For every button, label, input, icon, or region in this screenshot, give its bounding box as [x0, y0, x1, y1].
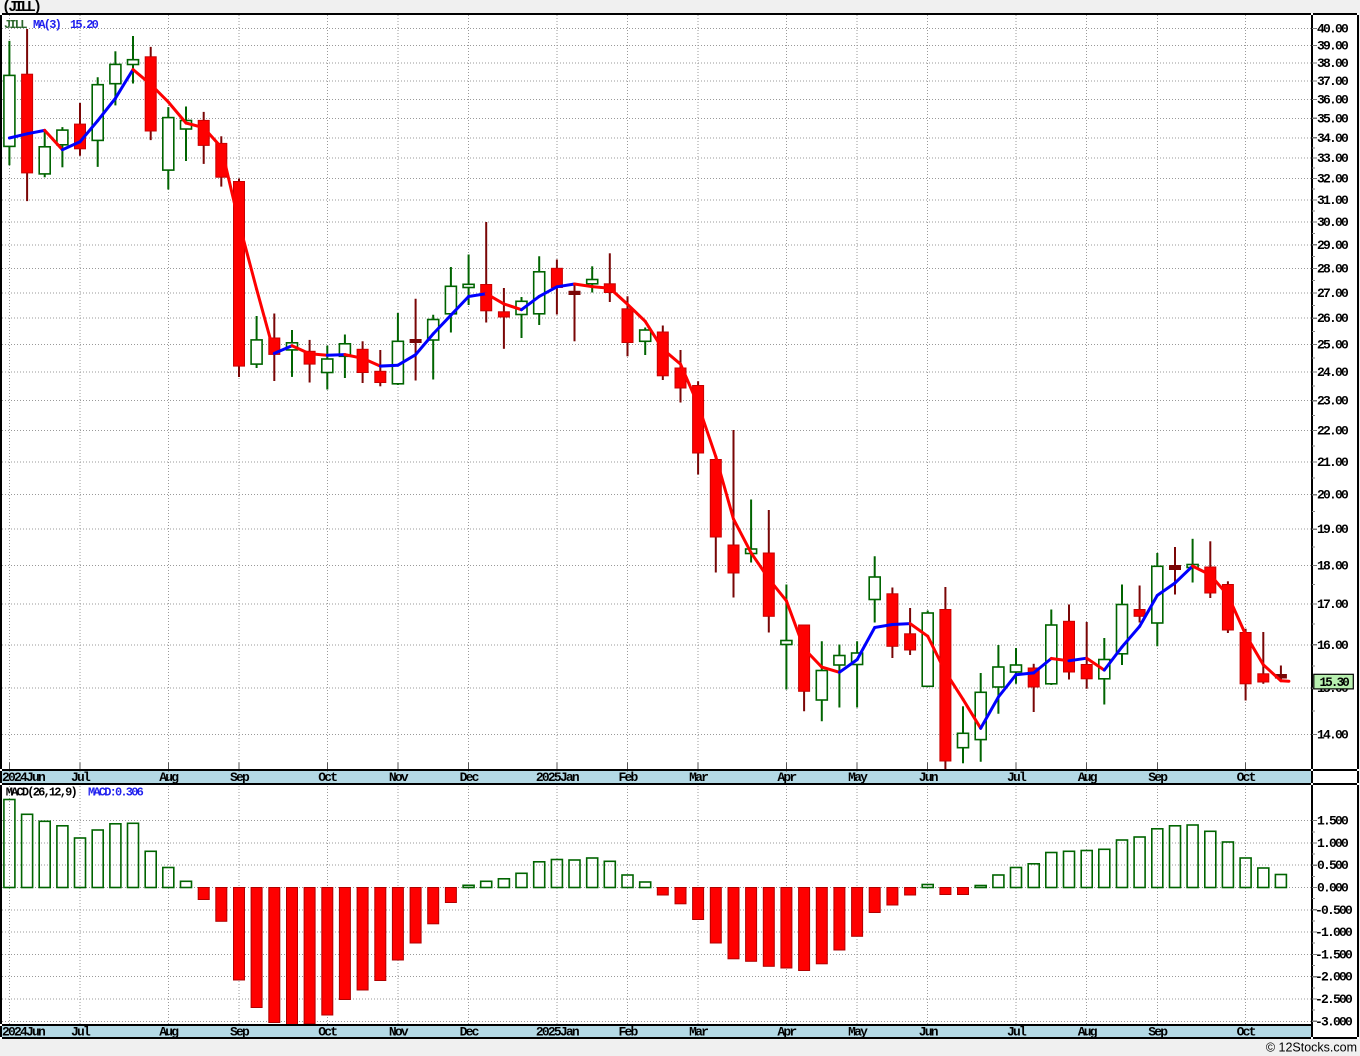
svg-text:2024Jun: 2024Jun — [2, 1025, 46, 1040]
svg-text:22.00: 22.00 — [1317, 424, 1349, 439]
svg-text:Dec: Dec — [460, 770, 480, 785]
svg-text:Jul: Jul — [1007, 770, 1027, 785]
svg-text:-1.500: -1.500 — [1315, 947, 1353, 962]
svg-text:28.00: 28.00 — [1317, 261, 1349, 276]
svg-text:MACD:0.306: MACD:0.306 — [88, 786, 144, 800]
svg-text:1.500: 1.500 — [1317, 814, 1349, 829]
svg-text:Feb: Feb — [618, 1025, 638, 1040]
svg-text:2025Jan: 2025Jan — [536, 770, 580, 785]
svg-text:2024Jun: 2024Jun — [2, 770, 46, 785]
svg-text:29.00: 29.00 — [1317, 238, 1349, 253]
svg-text:26.00: 26.00 — [1317, 311, 1349, 326]
svg-text:Aug: Aug — [159, 770, 179, 785]
svg-text:18.00: 18.00 — [1317, 559, 1349, 574]
svg-text:Sep: Sep — [1148, 770, 1168, 785]
svg-text:40.00: 40.00 — [1317, 22, 1349, 37]
svg-text:Sep: Sep — [1148, 1025, 1168, 1040]
svg-text:-2.000: -2.000 — [1315, 970, 1353, 985]
svg-text:JILL: JILL — [4, 18, 27, 32]
svg-text:Apr: Apr — [777, 1025, 796, 1040]
svg-text:MA(3): MA(3) — [33, 18, 61, 32]
svg-text:Nov: Nov — [389, 1025, 409, 1040]
svg-text:16.00: 16.00 — [1317, 638, 1349, 653]
svg-text:Jun: Jun — [919, 770, 939, 785]
svg-text:Aug: Aug — [1078, 1025, 1098, 1040]
svg-text:-0.500: -0.500 — [1315, 903, 1353, 918]
svg-text:34.00: 34.00 — [1317, 131, 1349, 146]
svg-text:Sep: Sep — [230, 770, 250, 785]
svg-text:1.000: 1.000 — [1317, 836, 1349, 851]
svg-text:30.00: 30.00 — [1317, 215, 1349, 230]
svg-text:Oct: Oct — [318, 1025, 337, 1040]
svg-text:35.00: 35.00 — [1317, 111, 1349, 126]
svg-text:Oct: Oct — [1237, 770, 1256, 785]
svg-text:Mar: Mar — [689, 1025, 708, 1040]
svg-text:-1.000: -1.000 — [1315, 925, 1353, 940]
svg-text:Apr: Apr — [777, 770, 796, 785]
svg-text:2025Jan: 2025Jan — [536, 1025, 580, 1040]
svg-text:(JILL): (JILL) — [2, 0, 40, 16]
svg-text:17.00: 17.00 — [1317, 597, 1349, 612]
svg-text:Mar: Mar — [689, 770, 708, 785]
svg-text:-3.000: -3.000 — [1315, 1014, 1353, 1029]
svg-text:37.00: 37.00 — [1317, 74, 1349, 89]
svg-text:Aug: Aug — [159, 1025, 179, 1040]
svg-text:39.00: 39.00 — [1317, 39, 1349, 54]
svg-text:-2.500: -2.500 — [1315, 992, 1353, 1007]
svg-text:Oct: Oct — [1237, 1025, 1256, 1040]
svg-text:0.500: 0.500 — [1317, 858, 1349, 873]
svg-text:Dec: Dec — [460, 1025, 480, 1040]
svg-text:Feb: Feb — [618, 770, 638, 785]
svg-text:23.00: 23.00 — [1317, 394, 1349, 409]
svg-text:May: May — [848, 770, 868, 785]
svg-text:Jul: Jul — [71, 1025, 91, 1040]
svg-text:14.00: 14.00 — [1317, 728, 1349, 743]
svg-text:24.00: 24.00 — [1317, 365, 1349, 380]
svg-text:May: May — [848, 1025, 868, 1040]
svg-text:19.00: 19.00 — [1317, 522, 1349, 537]
svg-text:15.30: 15.30 — [1320, 676, 1350, 690]
svg-text:38.00: 38.00 — [1317, 56, 1349, 71]
svg-text:Oct: Oct — [318, 770, 337, 785]
svg-text:© 12Stocks.com: © 12Stocks.com — [1266, 1041, 1357, 1055]
svg-text:21.00: 21.00 — [1317, 455, 1349, 470]
svg-text:Aug: Aug — [1078, 770, 1098, 785]
svg-text:0.000: 0.000 — [1317, 881, 1349, 896]
svg-text:33.00: 33.00 — [1317, 151, 1349, 166]
svg-text:31.00: 31.00 — [1317, 193, 1349, 208]
svg-text:20.00: 20.00 — [1317, 488, 1349, 503]
svg-text:Nov: Nov — [389, 770, 409, 785]
svg-text:36.00: 36.00 — [1317, 92, 1349, 107]
svg-text:15.20: 15.20 — [70, 18, 99, 32]
svg-text:Jul: Jul — [1007, 1025, 1027, 1040]
svg-text:MACD(26,12,9): MACD(26,12,9) — [6, 786, 77, 800]
svg-text:25.00: 25.00 — [1317, 338, 1349, 353]
svg-text:32.00: 32.00 — [1317, 172, 1349, 187]
svg-text:27.00: 27.00 — [1317, 286, 1349, 301]
svg-text:Sep: Sep — [230, 1025, 250, 1040]
svg-text:Jul: Jul — [71, 770, 91, 785]
svg-text:Jun: Jun — [919, 1025, 939, 1040]
